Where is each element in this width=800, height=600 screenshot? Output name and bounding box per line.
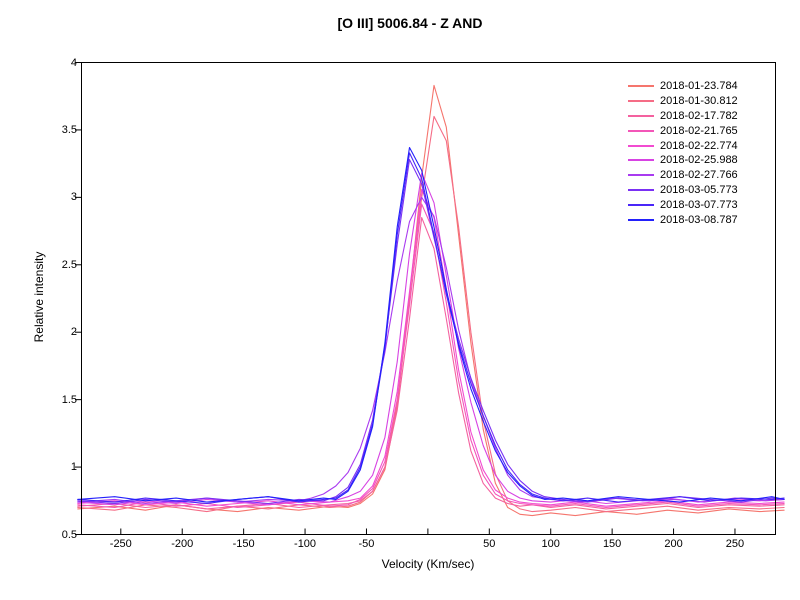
y-tick-label: 4 bbox=[70, 56, 77, 69]
legend-label: 2018-03-05.773 bbox=[660, 183, 738, 196]
series-line-2018-01-23.784 bbox=[77, 84, 785, 517]
legend-item: 2018-01-30.812 bbox=[628, 94, 738, 109]
legend-swatch bbox=[628, 100, 654, 103]
legend-item: 2018-03-07.773 bbox=[628, 197, 738, 212]
legend-item: 2018-02-21.765 bbox=[628, 123, 738, 138]
series-line-2018-03-08.787 bbox=[77, 146, 785, 503]
legend-item: 2018-02-27.766 bbox=[628, 168, 738, 183]
x-tick-label: -50 bbox=[358, 538, 375, 550]
y-tick-label: 1.5 bbox=[61, 393, 77, 406]
y-tick-label: 2 bbox=[70, 326, 77, 339]
x-tick-label: 100 bbox=[541, 538, 560, 550]
legend-label: 2018-02-27.766 bbox=[660, 169, 738, 182]
x-tick-label: -100 bbox=[294, 538, 317, 550]
y-tick-label: 3 bbox=[70, 191, 77, 204]
legend-label: 2018-03-08.787 bbox=[660, 213, 738, 226]
x-tick-label: 50 bbox=[483, 538, 496, 550]
legend-swatch bbox=[628, 174, 654, 177]
legend-swatch bbox=[628, 159, 654, 162]
x-tick-label: -250 bbox=[109, 538, 132, 550]
legend-swatch bbox=[628, 144, 654, 147]
series-line-2018-02-22.774 bbox=[77, 188, 785, 507]
series-line-2018-02-27.766 bbox=[77, 196, 785, 505]
legend-item: 2018-02-22.774 bbox=[628, 138, 738, 153]
legend-swatch bbox=[628, 114, 654, 117]
legend-label: 2018-01-30.812 bbox=[660, 95, 738, 108]
legend-item: 2018-02-25.988 bbox=[628, 153, 738, 168]
y-axis-tick-labels: 0.5 1 1.5 2 2.5 3 3.5 4 bbox=[31, 57, 77, 541]
legend-swatch bbox=[628, 188, 654, 191]
y-tick-label: 3.5 bbox=[61, 123, 77, 136]
x-tick-label: -150 bbox=[232, 538, 255, 550]
legend-label: 2018-02-17.782 bbox=[660, 109, 738, 122]
legend-label: 2018-02-25.988 bbox=[660, 154, 738, 167]
x-axis-tick-labels: -250 -200 -150 -100 -50 50 100 150 200 250 bbox=[81, 538, 776, 554]
x-tick-label: -200 bbox=[171, 538, 194, 550]
series-line-2018-01-30.812 bbox=[77, 115, 785, 513]
x-tick-label: 250 bbox=[725, 538, 745, 550]
legend-item: 2018-03-05.773 bbox=[628, 183, 738, 198]
y-tick-label: 1 bbox=[70, 461, 77, 474]
legend: 2018-01-23.784 2018-01-30.812 2018-02-17.7… bbox=[628, 79, 738, 227]
series-line-2018-02-17.782 bbox=[77, 217, 785, 510]
y-tick-label: 0.5 bbox=[61, 528, 77, 541]
legend-swatch bbox=[628, 203, 654, 206]
legend-item: 2018-01-23.784 bbox=[628, 79, 738, 94]
legend-swatch bbox=[628, 218, 654, 221]
legend-label: 2018-02-21.765 bbox=[660, 124, 738, 137]
x-tick-label: 200 bbox=[664, 538, 683, 550]
legend-item: 2018-03-08.787 bbox=[628, 212, 738, 227]
legend-label: 2018-03-07.773 bbox=[660, 198, 738, 211]
y-tick-label: 2.5 bbox=[61, 258, 77, 271]
legend-label: 2018-01-23.784 bbox=[660, 80, 738, 93]
legend-swatch bbox=[628, 129, 654, 132]
chart-title: [O III] 5006.84 - Z AND bbox=[337, 15, 483, 31]
legend-item: 2018-02-17.782 bbox=[628, 109, 738, 124]
legend-swatch bbox=[628, 85, 654, 88]
x-tick-label: 150 bbox=[602, 538, 622, 550]
series-line-2018-02-21.765 bbox=[77, 203, 785, 509]
plot-area bbox=[75, 62, 785, 535]
legend-label: 2018-02-22.774 bbox=[660, 139, 738, 152]
x-axis-label: Velocity (Km/sec) bbox=[381, 557, 475, 571]
plot-frame bbox=[81, 62, 776, 535]
